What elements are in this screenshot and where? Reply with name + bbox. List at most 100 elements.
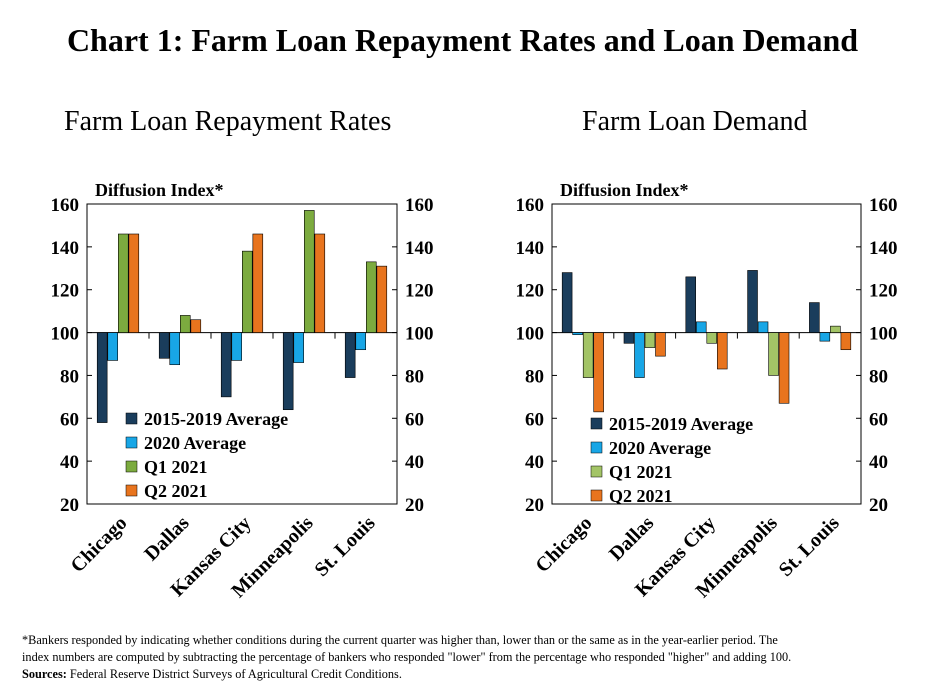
y-tick-label-left: 120 bbox=[516, 281, 545, 302]
loan-demand-chart: Diffusion Index* 20 20 40 40 60 60 80 80 100 100 12… bbox=[516, 180, 898, 602]
bar-chicago-series-1 bbox=[572, 332, 583, 336]
sources-label: Sources: bbox=[22, 667, 67, 681]
legend-label: Q2 2021 bbox=[609, 486, 673, 506]
bar-dallas-series-2 bbox=[644, 332, 656, 348]
y-tick-label-left: 80 bbox=[525, 366, 544, 387]
plot-frame bbox=[551, 203, 862, 505]
y-tick-label-right: 80 bbox=[405, 366, 424, 387]
sources-line: Sources: Federal Reserve District Survey… bbox=[22, 666, 912, 683]
y-tick-label-left: 100 bbox=[516, 324, 545, 345]
bar-chicago-series-0 bbox=[561, 272, 573, 333]
y-tick-label-left: 160 bbox=[51, 195, 80, 216]
y-tick-label-left: 140 bbox=[51, 238, 80, 259]
y-tick-label-left: 120 bbox=[51, 281, 80, 302]
bar-minneapolis-series-2 bbox=[304, 210, 315, 333]
bar-st-louis-series-3 bbox=[376, 265, 388, 333]
y-tick-label-left: 20 bbox=[525, 495, 544, 516]
bar-minneapolis-series-0 bbox=[282, 332, 294, 411]
bar-dallas-series-1 bbox=[169, 332, 180, 366]
y-tick-label-right: 40 bbox=[405, 452, 424, 473]
bar-kansas-city-series-2 bbox=[706, 332, 717, 344]
bar-kansas-city-series-1 bbox=[231, 332, 242, 361]
bar-st-louis-series-2 bbox=[830, 325, 841, 333]
bar-st-louis-series-1 bbox=[819, 332, 831, 342]
bar-chicago-series-3 bbox=[593, 332, 604, 413]
y-tick-label-right: 40 bbox=[869, 452, 888, 473]
y-tick-label-right: 60 bbox=[405, 409, 424, 430]
bar-chicago-series-1 bbox=[107, 332, 118, 361]
y-tick-label-right: 60 bbox=[869, 409, 888, 430]
y-tick-label-left: 100 bbox=[51, 324, 80, 345]
legend-label: 2020 Average bbox=[144, 433, 246, 453]
y-tick-label-right: 120 bbox=[405, 281, 434, 302]
legend-swatch bbox=[125, 412, 138, 425]
bar-minneapolis-series-3 bbox=[778, 332, 790, 404]
footnote-line-2: index numbers are computed by subtractin… bbox=[22, 650, 792, 664]
y-tick-label-left: 60 bbox=[60, 409, 79, 430]
bar-st-louis-series-2 bbox=[366, 261, 377, 333]
bar-kansas-city-series-0 bbox=[220, 332, 232, 398]
y-tick-label-right: 140 bbox=[405, 238, 434, 259]
legend-label: Q1 2021 bbox=[144, 457, 208, 477]
y-axis-label: Diffusion Index* bbox=[560, 180, 689, 200]
bar-minneapolis-series-1 bbox=[293, 332, 304, 363]
chart-main-title: Chart 1: Farm Loan Repayment Rates and L… bbox=[66, 22, 859, 58]
y-tick-label-right: 100 bbox=[869, 324, 898, 345]
y-tick-label-right: 20 bbox=[869, 495, 888, 516]
bar-st-louis-series-3 bbox=[840, 332, 852, 351]
category-label: Dallas bbox=[140, 512, 193, 565]
bar-kansas-city-series-3 bbox=[717, 332, 728, 370]
legend-swatch bbox=[590, 441, 603, 454]
legend-label: 2020 Average bbox=[609, 438, 711, 458]
bar-chicago-series-3 bbox=[128, 233, 140, 333]
y-tick-label-left: 160 bbox=[516, 195, 545, 216]
legend-swatch bbox=[125, 460, 138, 473]
y-tick-label-left: 60 bbox=[525, 409, 544, 430]
y-tick-label-left: 40 bbox=[60, 452, 79, 473]
bar-chicago-series-0 bbox=[96, 332, 108, 423]
y-tick-label-right: 120 bbox=[869, 281, 898, 302]
bar-kansas-city-series-0 bbox=[685, 276, 696, 333]
bar-dallas-series-3 bbox=[655, 332, 666, 357]
y-tick-label-left: 140 bbox=[516, 238, 545, 259]
bar-chicago-series-2 bbox=[582, 332, 594, 378]
y-tick-label-right: 160 bbox=[869, 195, 898, 216]
chart-title-loan-demand: Farm Loan Demand bbox=[582, 106, 808, 137]
bar-st-louis-series-0 bbox=[344, 332, 356, 378]
y-tick-label-left: 80 bbox=[60, 366, 79, 387]
category-label: St. Louis bbox=[775, 512, 844, 581]
bar-dallas-series-1 bbox=[634, 332, 645, 378]
plot-frame bbox=[86, 203, 398, 505]
sources-text: Federal Reserve District Surveys of Agri… bbox=[66, 667, 402, 681]
bar-kansas-city-series-2 bbox=[242, 250, 253, 333]
legend-swatch bbox=[590, 417, 603, 430]
category-label: Dallas bbox=[605, 512, 658, 565]
y-tick-label-left: 20 bbox=[60, 495, 79, 516]
legend-swatch bbox=[125, 484, 138, 497]
category-label: Chicago bbox=[66, 512, 131, 577]
bar-dallas-series-3 bbox=[190, 319, 202, 333]
legend-label: 2015-2019 Average bbox=[144, 409, 288, 429]
y-tick-label-right: 140 bbox=[869, 238, 898, 259]
bar-minneapolis-series-3 bbox=[314, 233, 326, 333]
legend-swatch bbox=[590, 489, 603, 502]
footnote-line-1: *Bankers responded by indicating whether… bbox=[22, 633, 778, 647]
bar-dallas-series-0 bbox=[623, 332, 635, 344]
bar-st-louis-series-0 bbox=[809, 302, 820, 333]
bar-dallas-series-2 bbox=[180, 315, 191, 333]
chart-title-repayment-rates: Farm Loan Repayment Rates bbox=[64, 106, 392, 137]
legend-label: Q1 2021 bbox=[609, 462, 673, 482]
bar-minneapolis-series-0 bbox=[747, 270, 758, 333]
y-tick-label-left: 40 bbox=[525, 452, 544, 473]
bar-st-louis-series-1 bbox=[355, 332, 366, 351]
y-axis-label: Diffusion Index* bbox=[95, 180, 224, 200]
bar-chicago-series-2 bbox=[118, 233, 129, 333]
bar-dallas-series-0 bbox=[158, 332, 170, 359]
bar-minneapolis-series-1 bbox=[757, 321, 769, 333]
category-label: St. Louis bbox=[311, 512, 380, 581]
y-tick-label-right: 160 bbox=[405, 195, 434, 216]
bar-minneapolis-series-2 bbox=[768, 332, 779, 376]
legend-swatch bbox=[125, 436, 138, 449]
y-tick-label-right: 100 bbox=[405, 324, 434, 345]
footnote: *Bankers responded by indicating whether… bbox=[22, 632, 912, 683]
